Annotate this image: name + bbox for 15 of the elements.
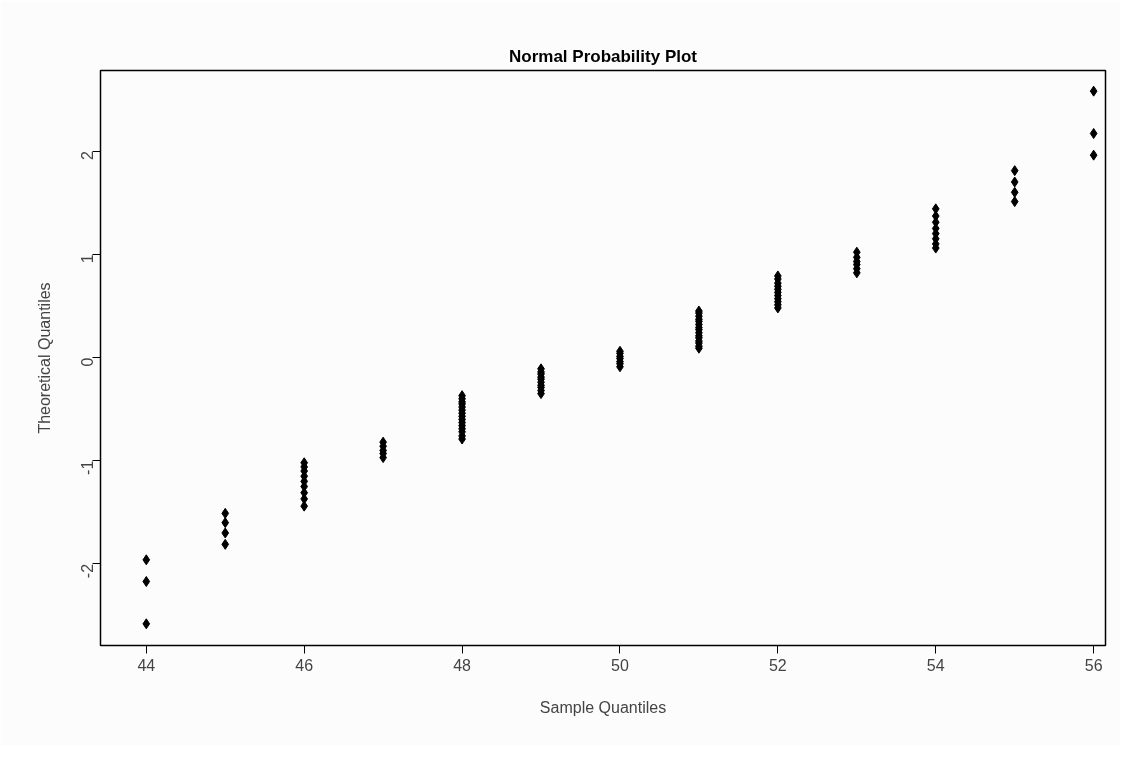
- x-tick-label: 54: [926, 656, 945, 674]
- x-tick-label: 56: [1084, 656, 1103, 674]
- chart-title: Normal Probability Plot: [509, 46, 698, 66]
- x-tick-label: 44: [137, 656, 156, 674]
- y-tick-label: -1: [79, 460, 97, 475]
- y-tick-label: 2: [79, 150, 97, 160]
- y-tick-label: -2: [79, 563, 97, 579]
- x-tick-label: 48: [453, 656, 472, 674]
- x-axis-title: Sample Quantiles: [539, 698, 667, 716]
- x-tick-label: 52: [768, 656, 787, 674]
- y-axis-title: Theoretical Quantiles: [35, 282, 53, 434]
- y-tick-label: 1: [79, 254, 97, 264]
- y-tick-label: 0: [79, 357, 97, 367]
- x-tick-label: 50: [611, 656, 629, 674]
- x-tick-label: 46: [295, 656, 314, 674]
